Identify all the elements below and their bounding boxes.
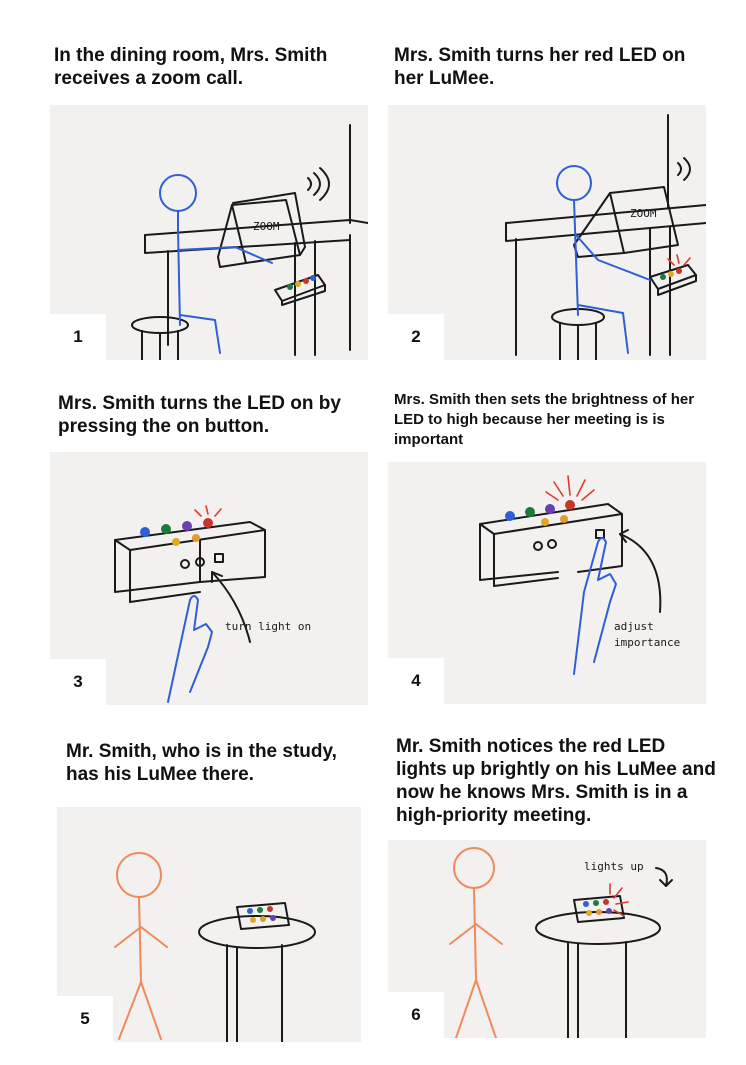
importance-label: importance (614, 636, 680, 649)
lights-up-brightly-sketch: lights up (449, 847, 673, 1038)
panel-5-drawing: 5 (57, 807, 361, 1042)
panel-3-number: 3 (50, 659, 106, 705)
panel-5-caption: Mr. Smith, who is in the study, has his … (66, 741, 337, 785)
panel-3-drawing: turn light on 3 (50, 452, 368, 705)
panel-1-caption: In the dining room, Mrs. Smith receives … (54, 45, 328, 89)
panel-2-drawing: ZOOM 2 (388, 105, 706, 360)
dining-room-zoom-sketch: ZOOM (131, 124, 368, 360)
panel-5-number: 5 (57, 996, 113, 1042)
mrs-smith-turns-led-sketch: ZOOM (505, 114, 706, 360)
panel-6-caption: Mr. Smith notices the red LED lights up … (396, 736, 716, 826)
panel-4-drawing: adjust importance 4 (388, 462, 706, 704)
press-on-button-sketch: turn light on (114, 505, 311, 703)
lights-up-label: lights up (584, 860, 644, 873)
adjust-brightness-sketch: adjust importance (479, 475, 680, 675)
panel-2-number: 2 (388, 314, 444, 360)
panel-2-caption: Mrs. Smith turns her red LED on her LuMe… (394, 45, 686, 89)
panel-6-drawing: lights up 6 (388, 840, 706, 1038)
adjust-label: adjust (614, 620, 654, 633)
turn-light-on-label: turn light on (225, 620, 311, 633)
panel-1-drawing: ZOOM 1 (50, 105, 368, 360)
panel-1-number: 1 (50, 314, 106, 360)
panel-3-caption: Mrs. Smith turns the LED on by pressing … (58, 393, 341, 437)
laptop-screen-label: ZOOM (253, 220, 280, 233)
mr-smith-study-sketch (114, 852, 316, 1042)
laptop-screen-label: ZOOM (630, 207, 657, 220)
panel-6-number: 6 (388, 992, 444, 1038)
panel-4-caption: Mrs. Smith then sets the brightness of h… (394, 391, 695, 448)
panel-4-number: 4 (388, 658, 444, 704)
